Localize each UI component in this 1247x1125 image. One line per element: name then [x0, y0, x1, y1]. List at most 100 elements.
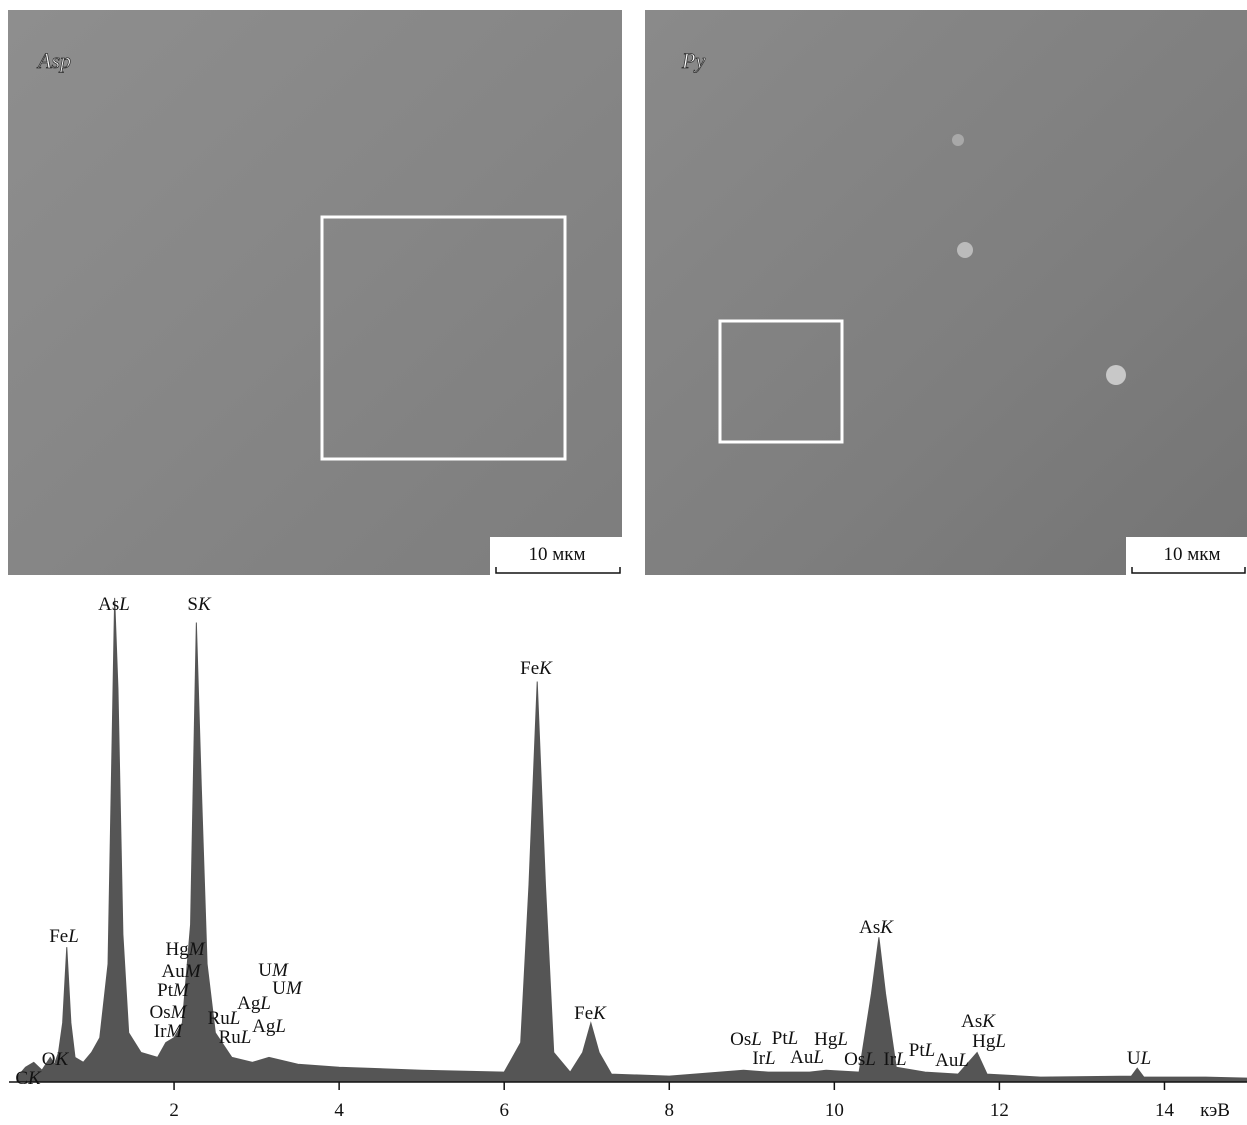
- peak-label: AuM: [161, 961, 201, 982]
- peak-line: K: [592, 1003, 607, 1024]
- peak-label: CK: [15, 1068, 42, 1089]
- peak-label: UM: [272, 978, 303, 999]
- peak-element: U: [272, 978, 286, 999]
- peak-line: M: [188, 939, 206, 960]
- peak-label: RuL: [219, 1027, 252, 1048]
- peak-line: L: [229, 1008, 241, 1029]
- peak-element: Pt: [772, 1028, 789, 1049]
- peak-line: L: [924, 1040, 936, 1061]
- peak-label: AuL: [790, 1047, 824, 1068]
- sem-image-asp: Asp 10 мкм: [8, 10, 622, 575]
- peak-label: AsK: [859, 917, 894, 938]
- peak-line: M: [271, 960, 289, 981]
- peak-line: K: [27, 1068, 42, 1089]
- peak-line: K: [55, 1049, 70, 1070]
- x-tick-label: 4: [334, 1100, 344, 1121]
- peak-label: OsL: [730, 1029, 762, 1050]
- peak-label: SK: [187, 594, 212, 615]
- peak-element: Ir: [752, 1048, 765, 1069]
- peak-line: L: [67, 926, 79, 947]
- image-label: Asp: [36, 48, 71, 73]
- peak-element: Hg: [165, 939, 189, 960]
- peak-label: AsL: [98, 594, 130, 615]
- peak-element: Fe: [520, 658, 539, 679]
- peak-line: K: [981, 1011, 996, 1032]
- peak-element: As: [859, 917, 880, 938]
- peak-line: K: [197, 594, 212, 615]
- peak-label: IrM: [154, 1021, 184, 1042]
- peak-line: K: [538, 658, 553, 679]
- peak-label: OsL: [844, 1049, 876, 1070]
- spectrum-area: [16, 597, 1247, 1083]
- peak-label: AuL: [935, 1050, 969, 1071]
- peak-line: M: [172, 980, 190, 1001]
- peak-line: L: [764, 1048, 776, 1069]
- peak-element: U: [258, 960, 272, 981]
- peak-label: AgL: [252, 1016, 286, 1037]
- peak-label: AsK: [961, 1011, 996, 1032]
- scale-bar-label: 10 мкм: [528, 544, 585, 565]
- peak-element: Ru: [219, 1027, 242, 1048]
- peak-element: Fe: [49, 926, 68, 947]
- image-label: Py: [681, 48, 705, 73]
- peak-element: Os: [730, 1029, 751, 1050]
- peak-element: Au: [790, 1047, 814, 1068]
- peak-element: U: [1127, 1048, 1141, 1069]
- peak-line: L: [787, 1028, 799, 1049]
- peak-line: K: [879, 917, 894, 938]
- peak-line: L: [274, 1016, 286, 1037]
- peak-line: L: [836, 1029, 848, 1050]
- peak-element: As: [98, 594, 119, 615]
- peak-label: HgM: [165, 939, 205, 960]
- peak-element: S: [187, 594, 198, 615]
- peak-label: FeK: [574, 1003, 607, 1024]
- peak-label: UL: [1127, 1048, 1151, 1069]
- peak-line: L: [812, 1047, 824, 1068]
- peak-label: RuL: [208, 1008, 241, 1029]
- peak-element: Hg: [972, 1031, 996, 1052]
- peak-label: UM: [258, 960, 289, 981]
- x-tick-label: 6: [499, 1100, 509, 1121]
- peak-element: Os: [844, 1049, 865, 1070]
- peak-element: Ir: [883, 1049, 896, 1070]
- peak-label: PtL: [772, 1028, 798, 1049]
- peak-line: L: [994, 1031, 1006, 1052]
- peak-line: L: [864, 1049, 876, 1070]
- scale-bar-label: 10 мкм: [1163, 544, 1220, 565]
- peak-line: L: [957, 1050, 969, 1071]
- peak-line: L: [259, 993, 271, 1014]
- peak-line: M: [285, 978, 303, 999]
- peak-element: Fe: [574, 1003, 593, 1024]
- peak-element: Ru: [208, 1008, 231, 1029]
- peak-label: HgL: [814, 1029, 848, 1050]
- peak-label: IrL: [883, 1049, 906, 1070]
- peak-element: C: [15, 1068, 28, 1089]
- peak-label: PtM: [157, 980, 190, 1001]
- peak-label: HgL: [972, 1031, 1006, 1052]
- peak-element: Pt: [157, 980, 174, 1001]
- peak-label: PtL: [909, 1040, 935, 1061]
- peak-line: L: [240, 1027, 252, 1048]
- peak-label: OsM: [150, 1002, 188, 1023]
- x-tick-label: 2: [169, 1100, 179, 1121]
- peak-element: Os: [150, 1002, 171, 1023]
- peak-line: M: [165, 1021, 183, 1042]
- x-axis-unit: кэВ: [1200, 1100, 1230, 1121]
- peak-element: O: [42, 1049, 56, 1070]
- peak-line: L: [895, 1049, 907, 1070]
- peak-line: L: [1140, 1048, 1152, 1069]
- peak-label: FeK: [520, 658, 553, 679]
- x-tick-label: 12: [990, 1100, 1009, 1121]
- peak-line: L: [750, 1029, 762, 1050]
- peak-element: Pt: [909, 1040, 926, 1061]
- peak-label: IrL: [752, 1048, 775, 1069]
- peak-element: Ag: [252, 1016, 276, 1037]
- x-tick-label: 8: [665, 1100, 675, 1121]
- peak-element: Hg: [814, 1029, 838, 1050]
- sem-image-py: Py 10 мкм: [645, 10, 1247, 575]
- peak-element: Ag: [237, 993, 261, 1014]
- x-tick-label: 10: [825, 1100, 844, 1121]
- peak-element: Au: [161, 961, 185, 982]
